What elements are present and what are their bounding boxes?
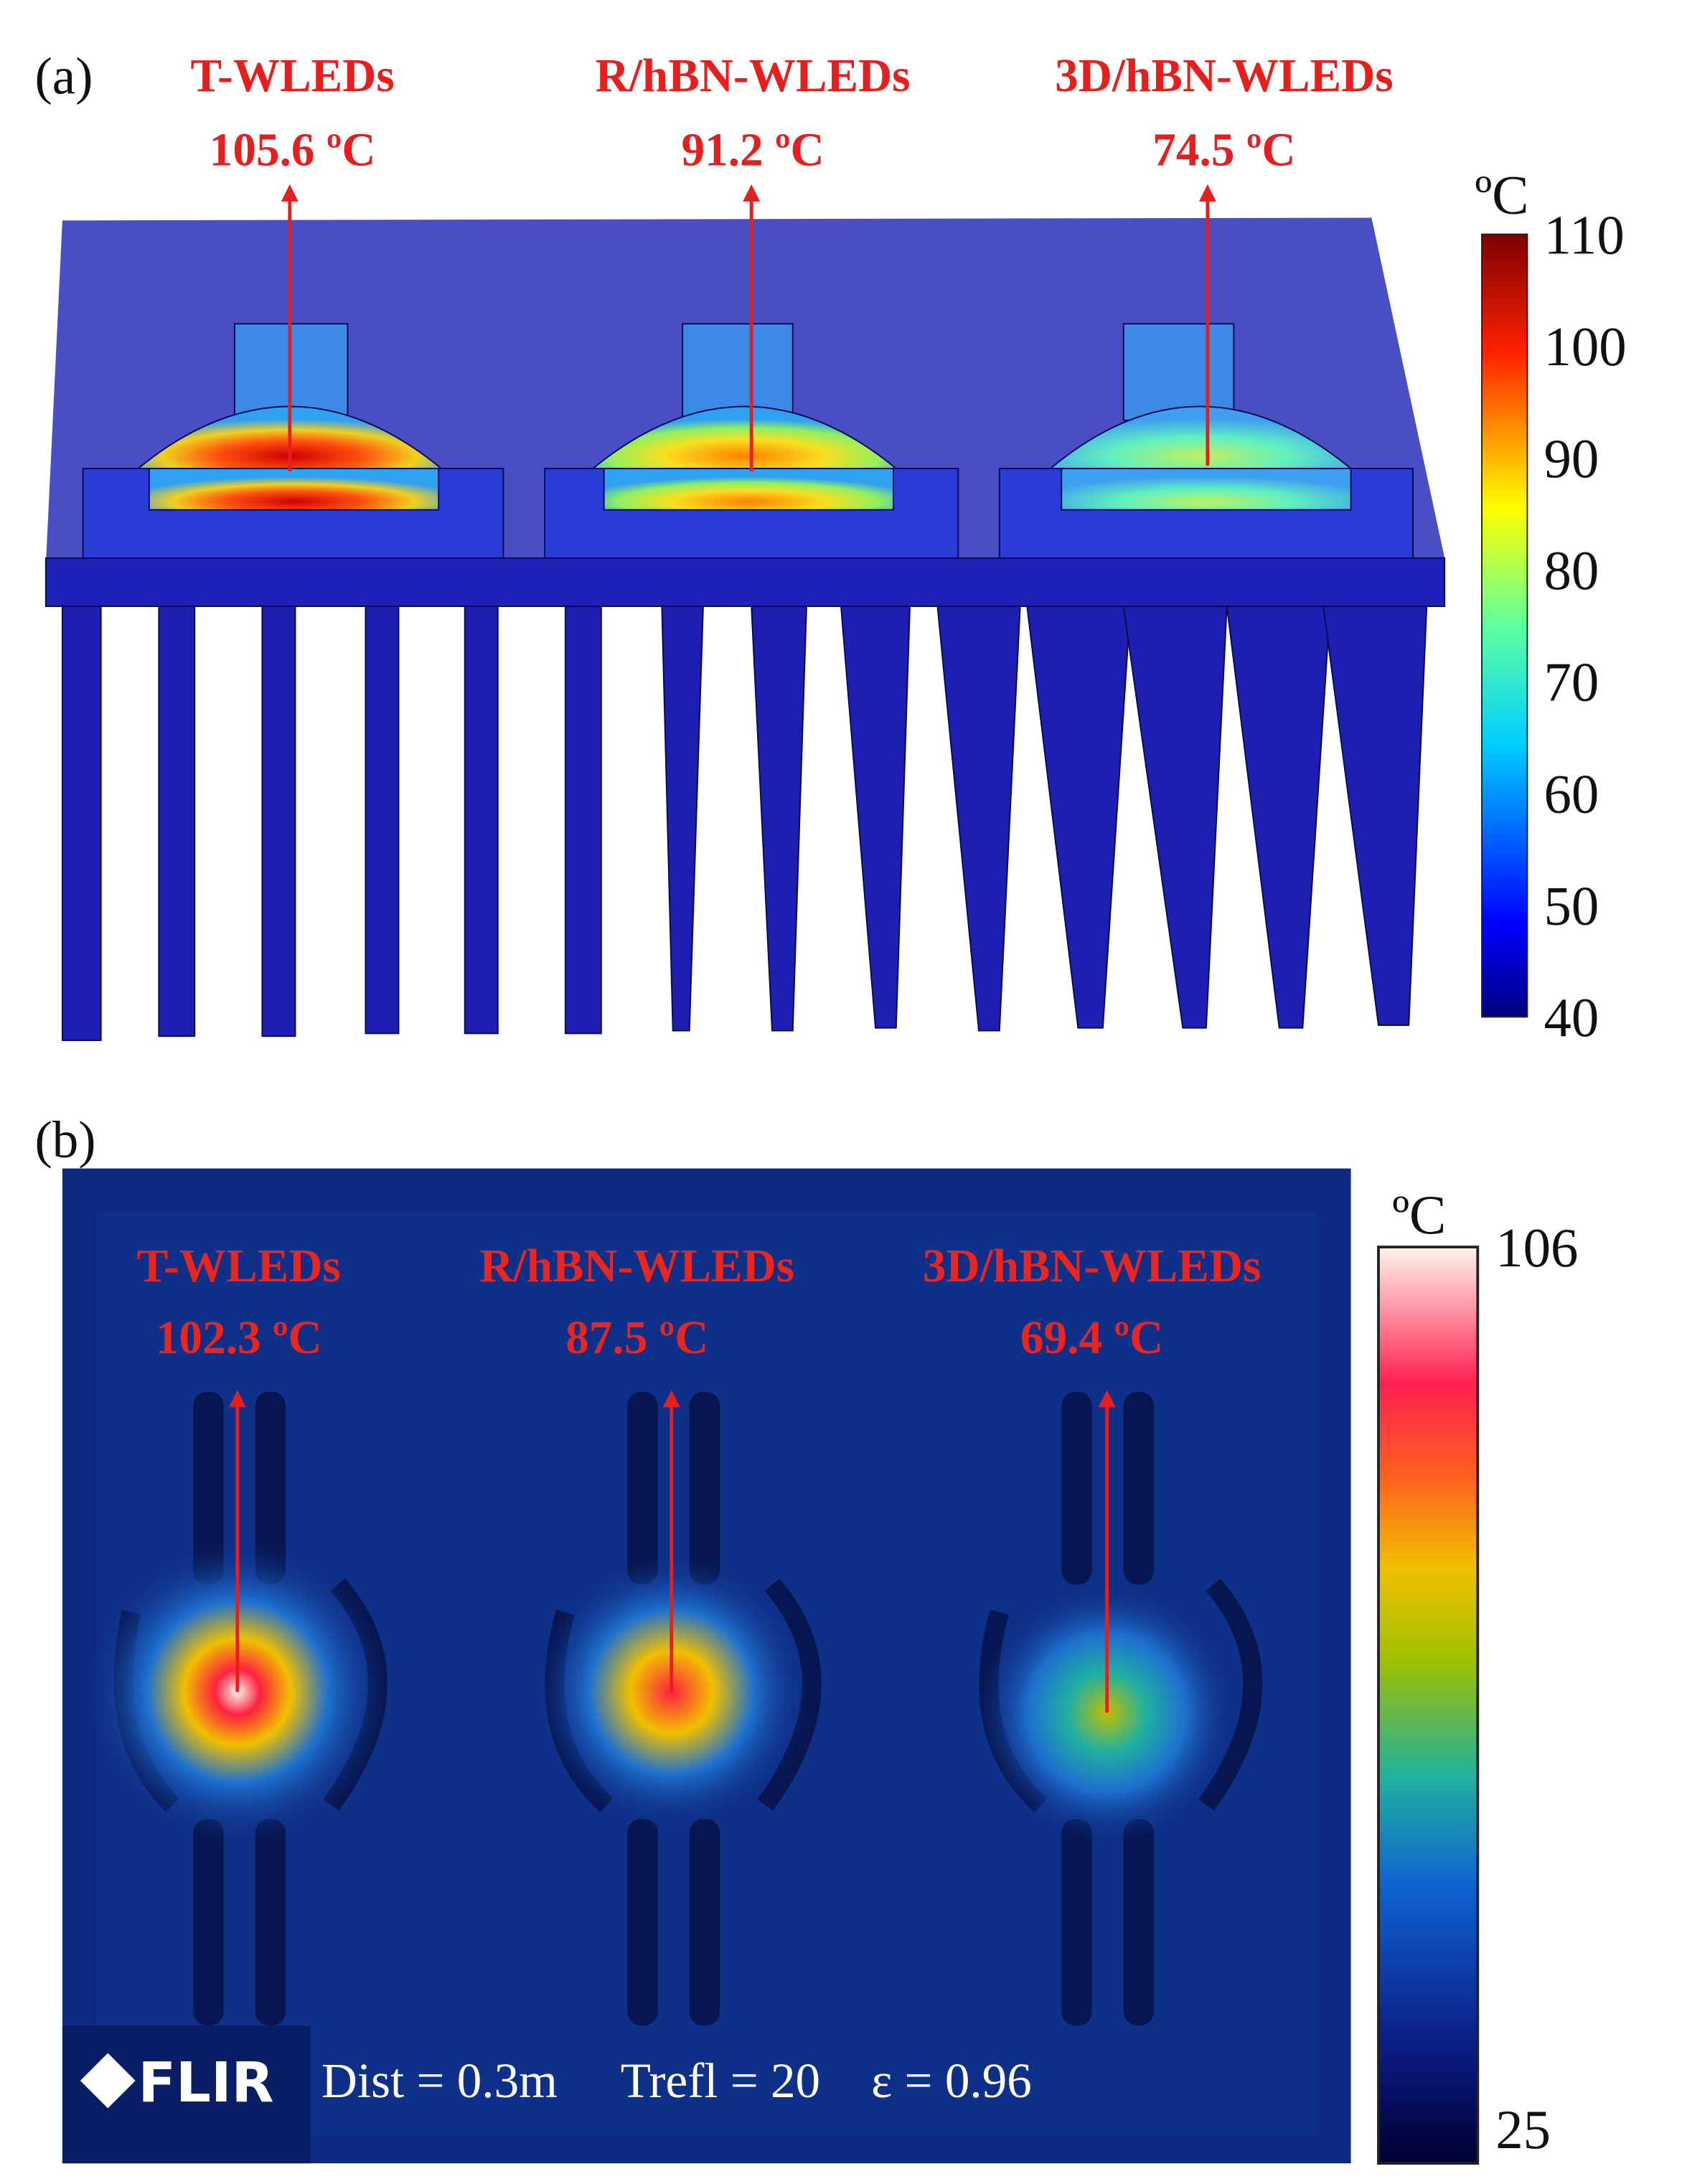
- arrows: [281, 184, 1216, 471]
- panel-label: (b): [35, 1111, 96, 1169]
- thermal-image: [62, 1168, 1351, 2164]
- led-temperature: 69.4 ºC: [1020, 1312, 1163, 1364]
- led-temperature: 91.2 ºC: [681, 124, 824, 176]
- colorbar-unit: ºC: [1392, 1185, 1446, 1246]
- footer-text: Dist = 0.3m: [321, 2053, 558, 2108]
- colorbar-tick-label: 25: [1495, 2099, 1551, 2160]
- led-temperature: 102.3 ºC: [156, 1312, 322, 1364]
- colorbar-tick-label: 70: [1544, 652, 1599, 713]
- colorbar-tick-label: 100: [1544, 316, 1626, 377]
- colorbar-tick-label: 40: [1544, 987, 1599, 1048]
- led-temperature: 105.6 ºC: [210, 124, 376, 176]
- colorbar-unit: ºC: [1475, 165, 1528, 226]
- led-name: T-WLEDs: [137, 1241, 341, 1292]
- arrows: [228, 1390, 1116, 1713]
- led-temperature: 74.5 ºC: [1152, 124, 1295, 176]
- colorbar-tick-label: 110: [1544, 204, 1624, 265]
- led-name: 3D/hBN-WLEDs: [923, 1241, 1262, 1292]
- brand: FLIR: [138, 2051, 274, 2115]
- flir-footer: FLIR Dist = 0.3m Trefl = 20 ε = 0.96: [62, 2025, 1032, 2164]
- colorbar-tick-label: 90: [1544, 428, 1599, 489]
- footer-text: Trefl = 20: [621, 2053, 820, 2108]
- led-name: R/hBN-WLEDs: [479, 1241, 794, 1292]
- led-name: 3D/hBN-WLEDs: [1055, 50, 1394, 102]
- colorbar-tick-label: 106: [1495, 1218, 1578, 1279]
- colorbar: [1481, 233, 1528, 1018]
- panel-label: (a): [35, 47, 93, 105]
- led-name: T-WLEDs: [191, 50, 395, 102]
- footer-text: ε = 0.96: [871, 2053, 1032, 2108]
- colorbar-tick-label: 80: [1544, 540, 1599, 601]
- colorbar-tick-label: 50: [1544, 875, 1599, 936]
- colorbar: [1377, 1246, 1480, 2165]
- colorbar-tick-label: 60: [1544, 764, 1599, 825]
- led-models: [82, 323, 1414, 559]
- led-temperature: 87.5 ºC: [565, 1312, 708, 1364]
- led-name: R/hBN-WLEDs: [596, 50, 911, 102]
